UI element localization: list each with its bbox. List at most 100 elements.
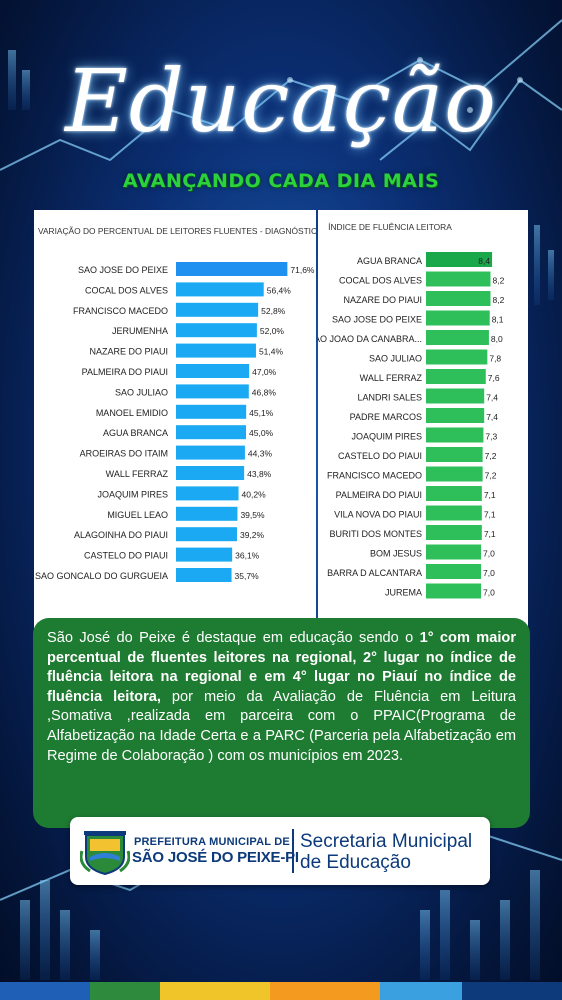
footer-divider: [292, 829, 294, 873]
bar: [426, 271, 491, 287]
category-label: JOAQUIM PIRES: [351, 432, 422, 442]
category-label: CASTELO DO PIAUI: [84, 551, 168, 561]
value-label: 7,0: [483, 568, 495, 578]
reading-fluency-index-chart: ÍNDICE DE FLUÊNCIA LEITORA AGUA BRANCA 8,4…: [318, 210, 528, 630]
page-title: Educação: [65, 52, 497, 152]
bar: [176, 343, 256, 358]
category-label: SAO JULIAO: [369, 354, 422, 364]
info-text-details: por meio da Avaliação de Fluência em Lei…: [47, 688, 516, 764]
value-label: 35,7%: [235, 571, 260, 581]
page-subtitle: AVANÇANDO CADA DIA MAIS: [122, 170, 440, 192]
value-label: 7,4: [486, 412, 498, 422]
category-label: SAO JOSE DO PEIXE: [78, 265, 168, 275]
category-label: JUREMA: [385, 588, 422, 598]
value-label: 39,5%: [240, 510, 265, 520]
bar: [176, 486, 239, 501]
bar: [426, 408, 485, 423]
category-label: BURITI DOS MONTES: [329, 529, 422, 539]
prefeitura-label: PREFEITURA MUNICIPAL DE: [134, 836, 290, 848]
category-label: VILA NOVA DO PIAUI: [334, 510, 422, 520]
category-label: CASTELO DO PIAUI: [338, 451, 422, 461]
bar: [426, 564, 482, 579]
value-label: 56,4%: [267, 285, 292, 295]
bar: [176, 547, 233, 562]
category-label: SAO GONCALO DO GURGUEIA: [35, 571, 168, 581]
bar: [426, 388, 485, 404]
category-label: BARRA D ALCANTARA: [327, 568, 422, 578]
bar: [426, 369, 486, 384]
value-label: 52,0%: [260, 326, 285, 336]
category-label: MANOEL EMIDIO: [96, 408, 168, 418]
category-label: COCAL DOS ALVES: [339, 276, 422, 286]
category-label: SAO JOAO DA CANABRA...: [318, 334, 422, 344]
stripe-orange: [270, 982, 380, 1000]
category-label: FRANCISCO MACEDO: [327, 471, 422, 481]
value-label: 71,6%: [290, 265, 315, 275]
value-label: 8,1: [492, 315, 504, 325]
bar: [426, 427, 484, 443]
value-label: 40,2%: [242, 489, 267, 499]
bar: [426, 466, 483, 482]
value-label: 51,4%: [259, 347, 284, 357]
category-label: JERUMENHA: [112, 326, 168, 336]
category-label: NAZARE DO PIAUI: [343, 295, 422, 305]
bar: [176, 384, 249, 399]
value-label: 8,4: [478, 256, 490, 266]
value-label: 47,0%: [252, 367, 277, 377]
value-label: 7,0: [483, 588, 495, 598]
bar: [426, 486, 482, 501]
bar: [426, 349, 488, 365]
category-label: WALL FERRAZ: [106, 469, 169, 479]
category-label: PADRE MARCOS: [350, 412, 422, 422]
category-label: JOAQUIM PIRES: [97, 489, 168, 499]
bar: [426, 447, 483, 462]
bar: [176, 506, 238, 521]
category-label: SAO JOSE DO PEIXE: [332, 315, 422, 325]
bar: [426, 291, 491, 306]
bar: [176, 364, 250, 378]
secretaria-label-line1: Secretaria Municipal: [300, 831, 473, 852]
value-label: 7,1: [484, 490, 496, 500]
value-label: 7,6: [488, 373, 500, 383]
info-text-intro: São José do Peixe é destaque em educação…: [47, 630, 420, 646]
bar: [176, 425, 246, 440]
category-label: NAZARE DO PIAUI: [89, 347, 168, 357]
bar: [426, 252, 493, 267]
stripe-yellow: [160, 982, 270, 1000]
value-label: 7,3: [485, 432, 497, 442]
category-label: FRANCISCO MACEDO: [73, 306, 168, 316]
bar: [176, 445, 245, 460]
bar: [426, 544, 482, 560]
category-label: PALMEIRA DO PIAUI: [336, 490, 422, 500]
bar: [176, 282, 264, 297]
bar: [426, 583, 482, 599]
bar: [426, 330, 489, 345]
value-label: 8,2: [492, 276, 504, 286]
value-label: 7,1: [484, 510, 496, 520]
municipal-crest-icon: [80, 831, 130, 875]
footer-logo-card: PREFEITURA MUNICIPAL DE SÃO JOSÉ DO PEIX…: [70, 817, 490, 885]
stripe-blue: [0, 982, 90, 1000]
bar: [176, 568, 232, 582]
bar: [176, 466, 245, 480]
category-label: AROEIRAS DO ITAIM: [80, 449, 168, 459]
category-label: COCAL DOS ALVES: [85, 285, 168, 295]
category-label: WALL FERRAZ: [360, 373, 423, 383]
stripe-green: [90, 982, 160, 1000]
value-label: 8,2: [492, 295, 504, 305]
fluent-readers-chart: VARIAÇÃO DO PERCENTUAL DE LEITORES FLUEN…: [34, 210, 316, 630]
bottom-color-stripes: [0, 982, 562, 1000]
bar: [176, 262, 288, 276]
stripe-lightblue: [380, 982, 462, 1000]
category-label: SAO JULIAO: [115, 387, 168, 397]
bar: [176, 323, 257, 338]
value-label: 45,0%: [249, 428, 274, 438]
bar: [426, 310, 490, 326]
value-label: 36,1%: [235, 551, 260, 561]
category-label: MIGUEL LEAO: [107, 510, 168, 520]
value-label: 7,1: [484, 529, 496, 539]
value-label: 43,8%: [247, 469, 272, 479]
value-label: 7,2: [485, 451, 497, 461]
value-label: 7,4: [486, 393, 498, 403]
